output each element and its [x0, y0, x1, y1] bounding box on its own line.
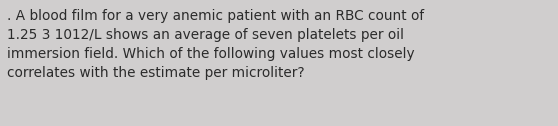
Text: . A blood film for a very anemic patient with an RBC count of
1.25 3 1012/L show: . A blood film for a very anemic patient… — [7, 9, 424, 80]
